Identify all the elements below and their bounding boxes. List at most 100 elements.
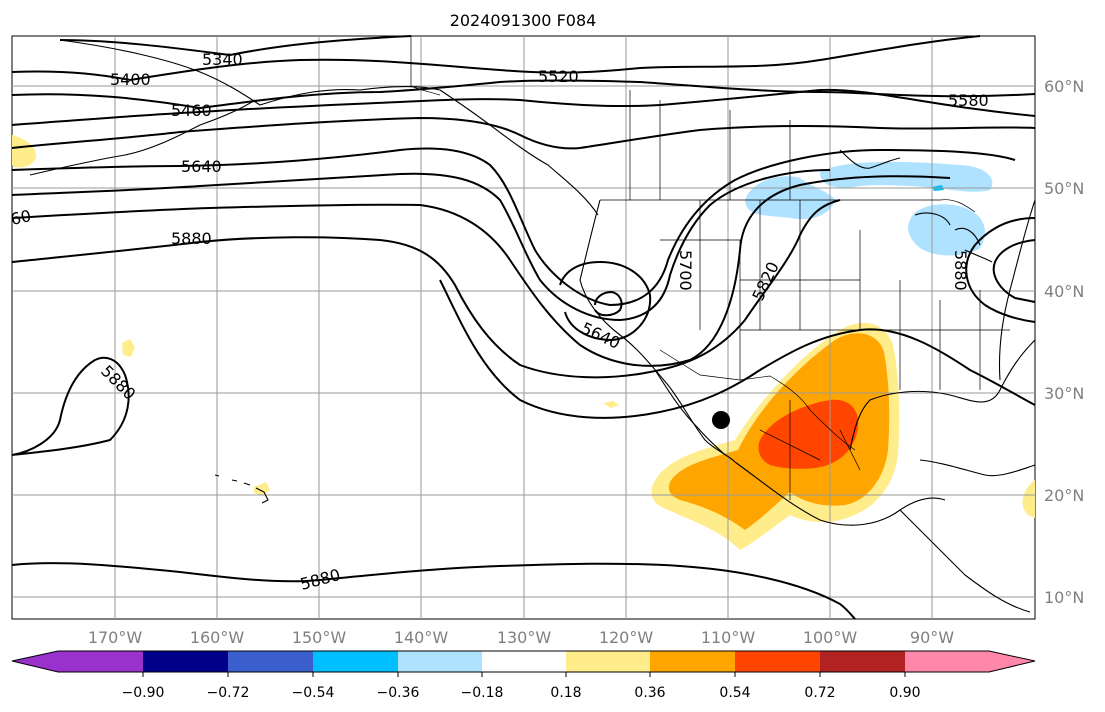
contour-line [11, 116, 1036, 150]
coastline-mexico-gulf [734, 461, 946, 526]
lon-tick-label: 150°W [292, 628, 347, 647]
contour-line [11, 199, 841, 379]
lon-tick-label: 110°W [701, 628, 756, 647]
border-us-canada [600, 199, 976, 213]
colorbar: −0.90 −0.72 −0.54 −0.36 −0.18 0.18 0.36 … [11, 650, 1036, 701]
colorbar-ticks [142, 672, 906, 677]
positive-anomaly-region [12, 135, 36, 168]
colorbar-tick-label: 0.36 [634, 685, 665, 701]
colorbar-tick-label: 0.90 [889, 685, 920, 701]
border-mexico-states [759, 400, 861, 500]
lat-tick-label: 20°N [1044, 486, 1084, 505]
map-panel: 5340 5400 5460 5520 5580 5640 60 5880 57… [9, 35, 1036, 620]
contour-label: 5340 [202, 50, 243, 69]
colorbar-tick-label: 0.72 [804, 685, 835, 701]
colorbar-over-extension [989, 651, 1035, 672]
negative-anomaly-region [908, 204, 985, 256]
lon-tick-label: 140°W [394, 628, 449, 647]
lon-tick-label: 120°W [599, 628, 654, 647]
contour-line [11, 169, 831, 322]
lat-tick-label: 30°N [1044, 384, 1084, 403]
positive-anomaly-core [758, 399, 859, 469]
lon-tick-label: 130°W [497, 628, 552, 647]
contour-line [11, 88, 1036, 126]
colorbar-segment [398, 651, 482, 672]
colorbar-tick-label: −0.18 [461, 685, 504, 701]
colorbar-outline [11, 650, 1036, 673]
contour-line [992, 239, 1036, 303]
height-contours [11, 35, 1036, 620]
contour-label: 5400 [110, 70, 151, 89]
border-us-mexico [659, 349, 856, 451]
lon-tick-label: 100°W [803, 628, 858, 647]
hawaii-islands [214, 474, 269, 504]
lat-tick-label: 10°N [1044, 588, 1084, 607]
colorbar-segment [566, 651, 650, 672]
coastline-caribbean [919, 459, 1036, 477]
latitude-axis: 60°N 50°N 40°N 30°N 20°N 10°N [1044, 77, 1084, 607]
contour-line [11, 35, 981, 82]
positive-anomaly-region [122, 339, 135, 357]
border-canada-provinces [629, 90, 791, 200]
coastline-hudson-bay [839, 149, 901, 169]
lon-tick-label: 170°W [88, 628, 143, 647]
contour-line [59, 35, 412, 57]
positive-anomaly-region [254, 482, 270, 496]
colorbar-segment [735, 651, 820, 672]
colorbar-segment [650, 651, 735, 672]
contour-label: 5640 [181, 157, 222, 176]
coastline-gulf-of-mexico [849, 339, 1036, 451]
colorbar-tick-label: −0.90 [122, 685, 165, 701]
colorbar-segment [905, 651, 989, 672]
contour-line [11, 356, 130, 456]
positive-anomaly-region [1022, 480, 1035, 518]
plot-title: 2024091300 F084 [450, 11, 597, 30]
contour-label: 5880 [951, 250, 970, 291]
contour-line [439, 279, 1036, 419]
lon-tick-label: 160°W [190, 628, 245, 647]
colorbar-under-extension [12, 651, 58, 672]
border-alaska-canada [410, 36, 441, 96]
contour-line [559, 260, 652, 342]
colorbar-segment [313, 651, 398, 672]
coastline-east-us [998, 199, 1036, 381]
contour-line [11, 562, 856, 620]
colorbar-tick-label: −0.72 [207, 685, 250, 701]
coastlines [29, 39, 1036, 613]
lat-tick-label: 50°N [1044, 179, 1084, 198]
colorbar-segment [58, 651, 143, 672]
coastline-baja [654, 369, 726, 456]
contour-label: 60 [9, 206, 33, 229]
contour-label: 5520 [538, 67, 579, 86]
lon-tick-label: 90°W [910, 628, 954, 647]
colorbar-segment [482, 651, 566, 672]
storm-center-marker [712, 411, 730, 429]
coastline-central-america [899, 509, 1031, 613]
border-us-states [660, 200, 1010, 390]
colorbar-tick-label: −0.54 [292, 685, 335, 701]
coastline-west-us [579, 199, 736, 463]
colorbar-tick-label: 0.18 [550, 685, 581, 701]
colorbar-segment [143, 651, 228, 672]
contour-line [594, 290, 623, 317]
anomaly-shading [12, 135, 1035, 550]
contour-line [965, 217, 1036, 323]
positive-anomaly-region [603, 401, 619, 408]
lat-tick-label: 40°N [1044, 282, 1084, 301]
colorbar-tick-label: 0.54 [719, 685, 750, 701]
coastline-aleutians [29, 99, 256, 176]
political-borders [410, 36, 1010, 500]
contour-label: 5460 [171, 101, 212, 120]
colorbar-segment [820, 651, 905, 672]
contour-line [11, 175, 951, 367]
contour-label: 5580 [948, 91, 989, 110]
contour-label: 5700 [676, 250, 695, 291]
lat-tick-label: 60°N [1044, 77, 1084, 96]
colorbar-segment [228, 651, 313, 672]
contour-line [11, 147, 1016, 307]
graticule [12, 36, 1035, 619]
contour-label: 5880 [171, 229, 212, 248]
contour-line [11, 79, 1036, 110]
colorbar-tick-label: −0.36 [377, 685, 420, 701]
coastline-alaska [59, 39, 599, 216]
